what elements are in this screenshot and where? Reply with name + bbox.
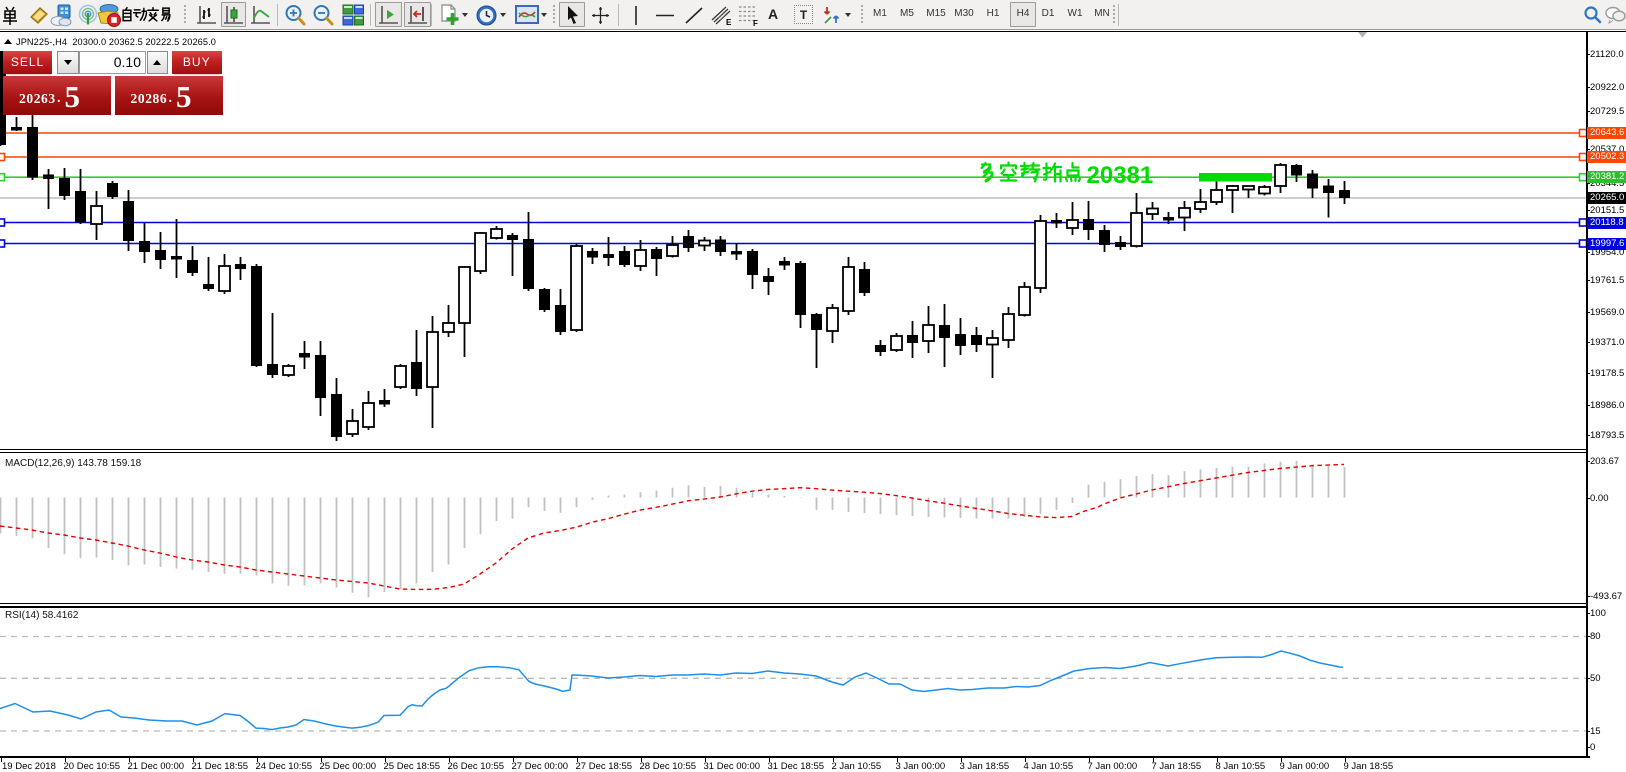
svg-text:E: E [726, 18, 732, 27]
svg-text:20381: 20381 [1087, 162, 1154, 187]
svg-text:F: F [753, 19, 758, 27]
